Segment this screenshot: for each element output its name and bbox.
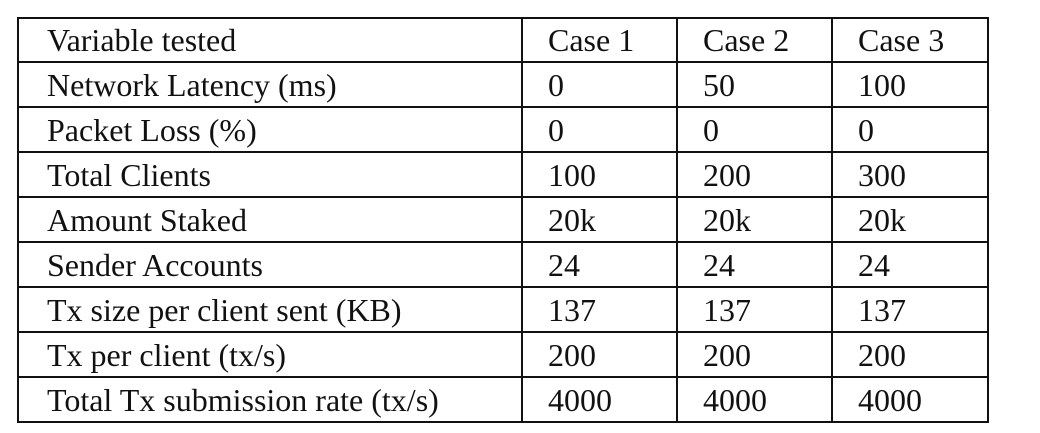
table-row: Total Tx submission rate (tx/s) 4000 4000 4… [17,376,989,423]
table-body: Variable tested Case 1 Case 2 Case 3 Network… [17,17,989,423]
table-row: Network Latency (ms) 0 50 100 [17,61,989,108]
value-cell-case-1: 24 [521,241,678,288]
table-row: Packet Loss (%) 0 0 0 [17,106,989,153]
table-row: Tx per client (tx/s) 200 200 200 [17,331,989,378]
parameters-table: Variable tested Case 1 Case 2 Case 3 Network… [17,17,989,423]
value-cell-case-3: 4000 [831,376,989,423]
value-cell-case-3: 24 [831,241,989,288]
value-cell-case-3: 0 [831,106,989,153]
header-row: Variable tested Case 1 Case 2 Case 3 [17,17,989,63]
value-cell-case-3: 200 [831,331,989,378]
value-cell-case-1: 0 [521,61,678,108]
row-label-cell: Tx per client (tx/s) [17,331,523,378]
value-cell-case-1: 0 [521,106,678,153]
row-label-cell: Amount Staked [17,196,523,243]
value-cell-case-3: 137 [831,286,989,333]
value-cell-case-1: 137 [521,286,678,333]
row-label-cell: Total Clients [17,151,523,198]
value-cell-case-2: Case 2 [676,17,833,63]
value-cell-case-2: 137 [676,286,833,333]
table-row: Amount Staked 20k 20k 20k [17,196,989,243]
row-label-cell: Network Latency (ms) [17,61,523,108]
value-cell-case-2: 200 [676,151,833,198]
value-cell-case-1: 100 [521,151,678,198]
value-cell-case-2: 20k [676,196,833,243]
row-label-cell: Sender Accounts [17,241,523,288]
value-cell-case-3: Case 3 [831,17,989,63]
value-cell-case-2: 4000 [676,376,833,423]
value-cell-case-2: 50 [676,61,833,108]
row-label-cell: Variable tested [17,17,523,63]
table-row: Sender Accounts 24 24 24 [17,241,989,288]
value-cell-case-3: 20k [831,196,989,243]
row-label-cell: Tx size per client sent (KB) [17,286,523,333]
value-cell-case-1: Case 1 [521,17,678,63]
value-cell-case-3: 100 [831,61,989,108]
value-cell-case-2: 24 [676,241,833,288]
value-cell-case-1: 4000 [521,376,678,423]
row-label-cell: Packet Loss (%) [17,106,523,153]
table-row: Tx size per client sent (KB) 137 137 137 [17,286,989,333]
value-cell-case-1: 200 [521,331,678,378]
value-cell-case-3: 300 [831,151,989,198]
parameters-table-wrap: Variable tested Case 1 Case 2 Case 3 Network… [17,17,989,423]
value-cell-case-2: 200 [676,331,833,378]
value-cell-case-1: 20k [521,196,678,243]
row-label-cell: Total Tx submission rate (tx/s) [17,376,523,423]
table-row: Total Clients 100 200 300 [17,151,989,198]
value-cell-case-2: 0 [676,106,833,153]
